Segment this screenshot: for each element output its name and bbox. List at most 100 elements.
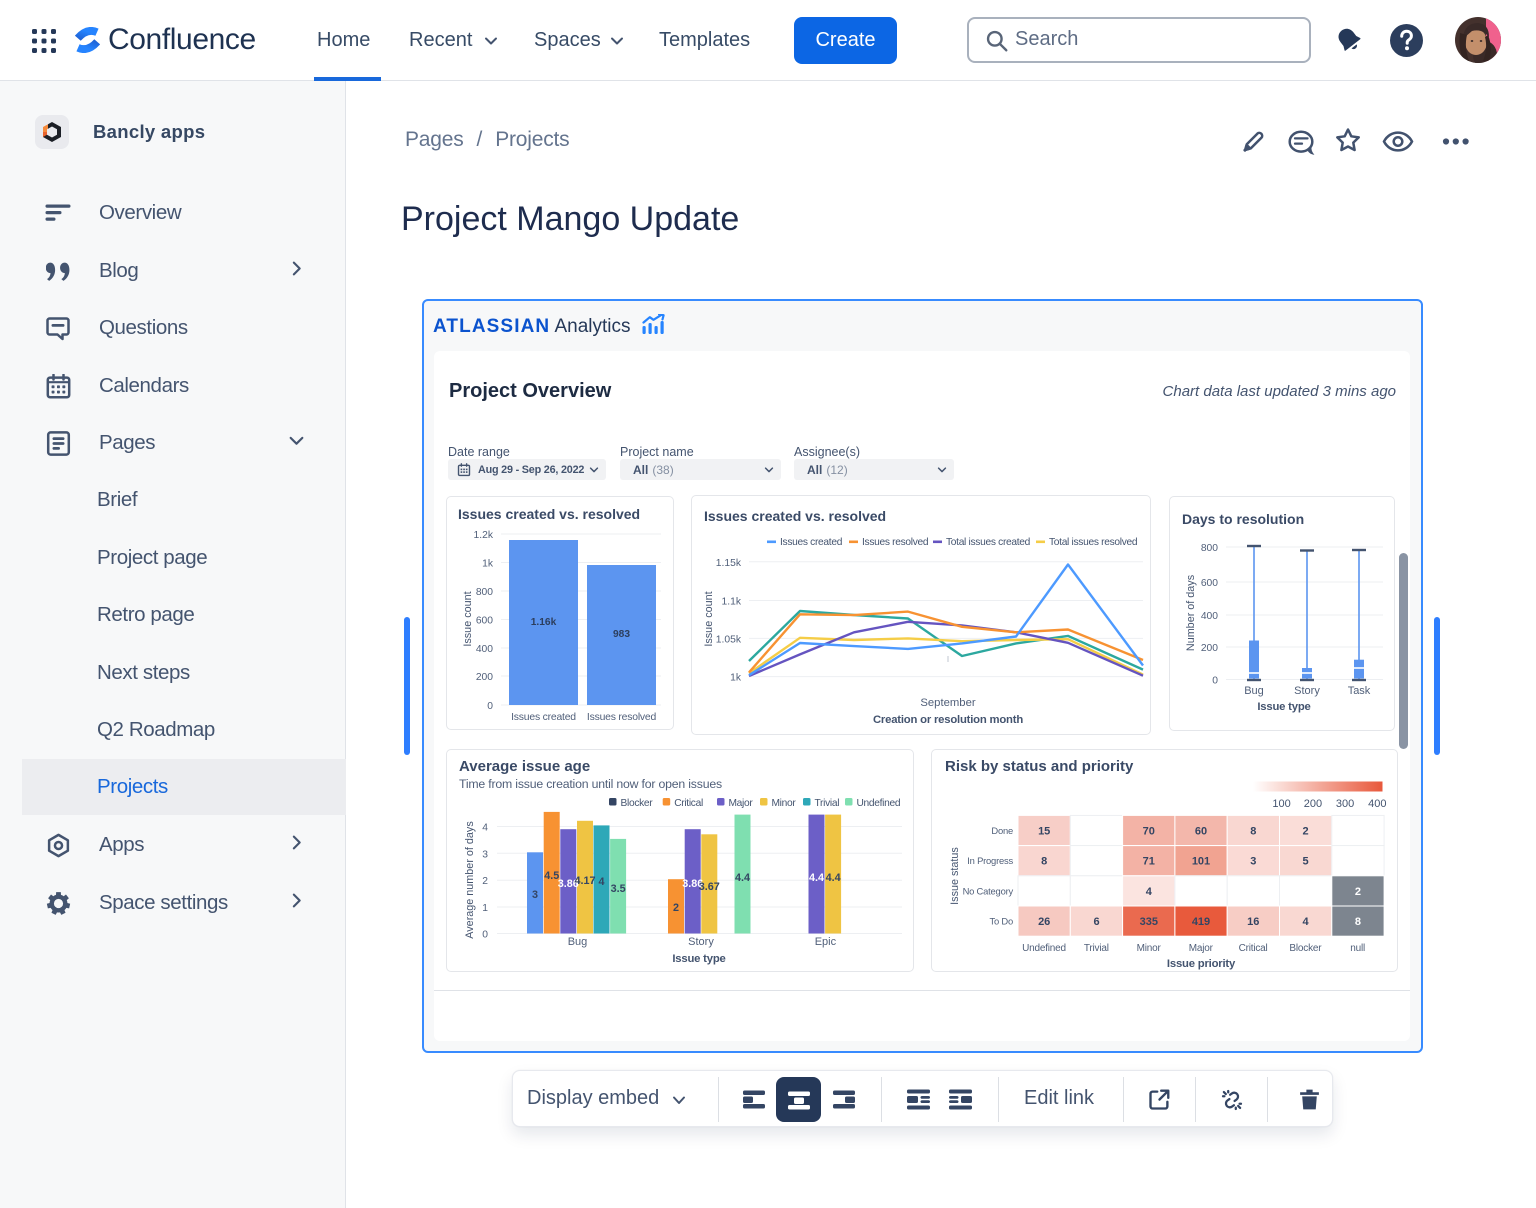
svg-text:0: 0 [482,930,488,941]
svg-text:2: 2 [1355,886,1361,898]
svg-text:100: 100 [1272,798,1290,810]
svg-text:600: 600 [1201,578,1218,589]
svg-text:2: 2 [1303,826,1309,838]
svg-text:To Do: To Do [990,916,1014,927]
svg-text:Issue count: Issue count [462,591,474,646]
svg-text:Risk by status and priority: Risk by status and priority [945,758,1134,775]
svg-text:8: 8 [1041,856,1047,868]
svg-text:6: 6 [1093,916,1099,928]
svg-text:Story: Story [688,936,714,948]
svg-text:4: 4 [482,823,488,834]
svg-text:Trivial: Trivial [1084,943,1109,954]
svg-text:Story: Story [1294,685,1320,697]
svg-text:Major: Major [1189,943,1214,954]
svg-text:26: 26 [1038,916,1050,928]
svg-text:Undefined: Undefined [1022,943,1066,954]
svg-text:Issue type: Issue type [672,953,725,965]
svg-text:Major: Major [729,798,754,809]
svg-text:Blocker: Blocker [1289,943,1322,954]
svg-text:1.2k: 1.2k [474,530,494,541]
svg-text:3.86: 3.86 [558,878,579,890]
svg-text:800: 800 [1201,543,1218,554]
svg-text:1: 1 [482,903,488,914]
svg-text:Task: Task [1348,685,1371,697]
svg-text:4.5: 4.5 [544,870,559,882]
svg-text:Minor: Minor [1137,943,1162,954]
svg-text:300: 300 [1336,798,1354,810]
svg-text:Issues created: Issues created [780,537,843,548]
svg-text:2: 2 [673,902,679,914]
svg-text:4.4: 4.4 [826,872,841,884]
svg-text:800: 800 [476,587,493,598]
svg-text:1.15k: 1.15k [716,558,742,569]
svg-text:Creation or resolution month: Creation or resolution month [873,714,1023,726]
svg-text:335: 335 [1140,916,1158,928]
svg-text:600: 600 [476,616,493,627]
svg-text:1k: 1k [482,559,494,570]
svg-text:Done: Done [991,825,1013,836]
svg-text:4.4: 4.4 [809,872,824,884]
svg-text:200: 200 [1201,643,1218,654]
svg-text:In Progress: In Progress [967,855,1013,866]
svg-text:Issue status: Issue status [949,847,961,905]
svg-text:400: 400 [1368,798,1386,810]
svg-text:8: 8 [1250,826,1256,838]
svg-text:4: 4 [1146,886,1153,898]
svg-text:September: September [920,697,975,709]
svg-text:Days to resolution: Days to resolution [1182,511,1304,527]
svg-text:Issue count: Issue count [703,591,715,646]
svg-text:Time from issue creation until: Time from issue creation until now for o… [459,777,722,791]
svg-text:4: 4 [598,876,604,888]
svg-text:Average number of days: Average number of days [464,821,476,939]
svg-text:null: null [1350,943,1365,954]
svg-text:3: 3 [532,889,538,901]
svg-text:Minor: Minor [772,798,797,809]
svg-text:400: 400 [1201,611,1218,622]
svg-text:5: 5 [1303,856,1309,868]
svg-text:70: 70 [1143,826,1155,838]
svg-text:101: 101 [1192,856,1210,868]
svg-text:Blocker: Blocker [621,798,654,809]
svg-text:Issue type: Issue type [1257,701,1310,713]
svg-text:Issues created: Issues created [511,712,576,723]
svg-text:Number of days: Number of days [1185,574,1197,651]
svg-text:4.4: 4.4 [735,872,750,884]
svg-text:Issue priority: Issue priority [1167,958,1236,970]
svg-text:200: 200 [1304,798,1322,810]
svg-text:4.17: 4.17 [574,875,595,887]
svg-text:419: 419 [1192,916,1210,928]
svg-text:Bug: Bug [1244,685,1264,697]
svg-text:3.67: 3.67 [699,881,720,893]
svg-text:3.5: 3.5 [611,883,626,895]
svg-text:400: 400 [476,644,493,655]
svg-text:3: 3 [482,849,488,860]
svg-text:3: 3 [1250,856,1256,868]
svg-text:Undefined: Undefined [857,798,901,809]
svg-text:983: 983 [613,629,630,640]
svg-text:Critical: Critical [1239,943,1268,954]
svg-text:Issues created vs. resolved: Issues created vs. resolved [458,506,640,522]
svg-text:Total issues resolved: Total issues resolved [1049,537,1138,548]
svg-text:Issues resolved: Issues resolved [587,712,657,723]
svg-text:60: 60 [1195,826,1207,838]
svg-text:Critical: Critical [674,798,703,809]
svg-text:Total issues created: Total issues created [946,537,1031,548]
svg-text:No Category: No Category [963,886,1014,897]
svg-text:8: 8 [1355,916,1361,928]
svg-text:Issues resolved: Issues resolved [862,537,929,548]
svg-text:Trivial: Trivial [815,798,840,809]
svg-text:1.05k: 1.05k [716,634,742,645]
svg-text:2: 2 [482,876,488,887]
svg-text:3.86: 3.86 [682,878,703,890]
svg-text:15: 15 [1038,826,1050,838]
svg-text:0: 0 [1212,676,1218,687]
svg-text:71: 71 [1143,856,1155,868]
svg-text:1.16k: 1.16k [531,617,557,628]
svg-text:0: 0 [487,701,493,712]
svg-text:Epic: Epic [815,936,837,948]
svg-text:Issues created vs. resolved: Issues created vs. resolved [704,508,886,524]
svg-text:Bug: Bug [568,936,588,948]
svg-text:Average issue age: Average issue age [459,758,590,775]
svg-text:1.1k: 1.1k [722,597,742,608]
svg-text:16: 16 [1247,916,1259,928]
